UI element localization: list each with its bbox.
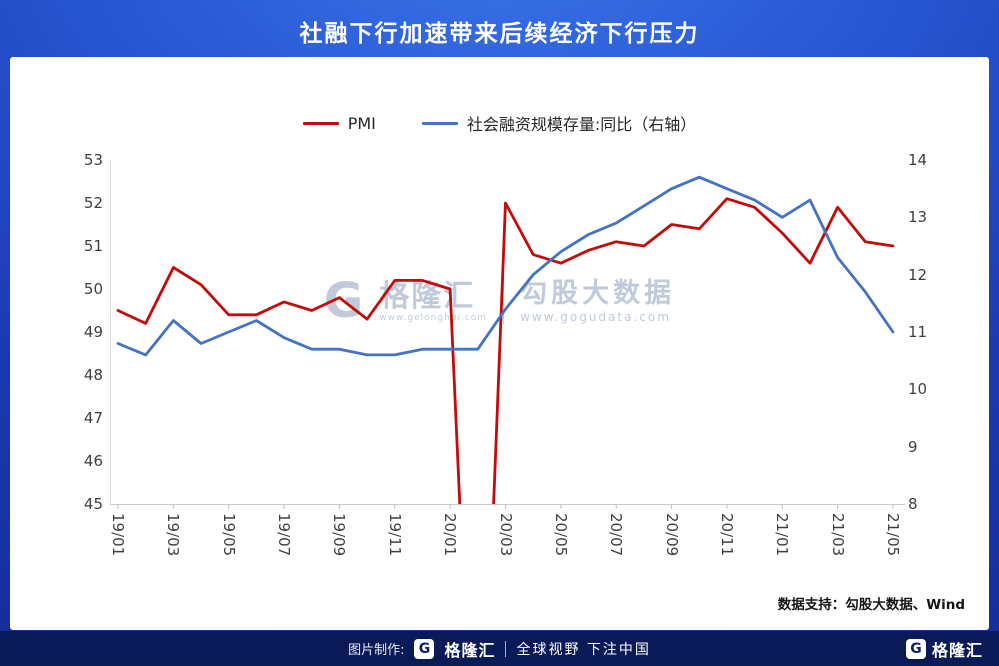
chart-card: PMI 社会融资规模存量:同比（右轴） G 格隆汇 www.gelonghui.c… — [10, 57, 989, 630]
footer-brand: 格隆汇 — [444, 640, 496, 660]
legend-line-swatch — [302, 121, 339, 125]
right-axis-tick-label: 14 — [908, 151, 928, 169]
left-axis-tick-label: 48 — [83, 366, 103, 384]
x-axis-tick-label: 20/07 — [607, 513, 626, 557]
footer-right-brand: 格隆汇 — [931, 640, 983, 660]
right-axis-tick-label: 11 — [908, 323, 928, 341]
left-axis-tick-label: 49 — [83, 323, 103, 341]
left-axis-tick-label: 46 — [83, 452, 103, 470]
legend-item: PMI — [302, 113, 376, 133]
x-axis-tick-label: 19/05 — [219, 513, 238, 557]
right-axis-tick-label: 12 — [908, 265, 928, 284]
legend-line-swatch — [421, 121, 458, 125]
left-axis-tick-label: 53 — [83, 151, 103, 169]
left-axis-tick-label: 51 — [83, 237, 103, 255]
x-axis-tick-label: 20/05 — [551, 513, 570, 557]
data-source-note: 数据支持：勾股大数据、Wind — [777, 597, 965, 613]
chart-legend: PMI 社会融资规模存量:同比（右轴） — [10, 111, 989, 135]
x-axis-tick-label: 20/03 — [496, 513, 515, 557]
left-axis-tick-label: 52 — [83, 194, 103, 212]
x-axis-tick-label: 20/11 — [717, 513, 736, 557]
x-axis-tick-label: 19/03 — [164, 513, 183, 557]
legend-label: PMI — [347, 113, 376, 133]
x-axis-tick-label: 19/11 — [385, 513, 404, 557]
x-axis-tick-label: 21/03 — [828, 513, 847, 557]
made-by-label: 图片制作: — [348, 643, 405, 658]
right-axis-tick-label: 10 — [908, 380, 928, 399]
x-axis-tick-label: 21/01 — [773, 513, 792, 557]
left-axis-tick-label: 50 — [83, 280, 103, 298]
chart-plot — [110, 160, 905, 509]
right-axis-tick-label: 13 — [908, 208, 928, 227]
gelonghui-logo-icon: G — [414, 638, 435, 659]
gelonghui-logo-icon: G — [905, 638, 926, 659]
footer-divider — [505, 640, 507, 657]
footer-credit: 图片制作: G 格隆汇 全球视野 下注中国 — [0, 631, 999, 666]
left-axis-tick-label: 45 — [83, 495, 103, 513]
footer-logo: G 格隆汇 — [905, 631, 983, 666]
right-axis-tick-label: 8 — [908, 495, 918, 513]
legend-label: 社会融资规模存量:同比（右轴） — [466, 115, 697, 134]
legend-item: 社会融资规模存量:同比（右轴） — [421, 111, 697, 135]
page-title: 社融下行加速带来后续经济下行压力 — [299, 21, 700, 47]
x-axis-tick-label: 20/09 — [662, 513, 681, 557]
right-axis-tick-label: 9 — [908, 437, 918, 456]
footer-bar: 图片制作: G 格隆汇 全球视野 下注中国 G 格隆汇 — [0, 631, 999, 666]
x-axis-tick-label: 19/09 — [330, 513, 349, 557]
x-axis-tick-label: 19/07 — [275, 513, 294, 557]
left-axis-tick-label: 47 — [83, 409, 103, 427]
x-axis-tick-label: 20/01 — [441, 513, 460, 557]
x-axis-tick-label: 21/05 — [884, 513, 902, 557]
footer-slogan: 全球视野 下注中国 — [516, 641, 651, 658]
x-axis-tick-label: 19/01 — [109, 513, 127, 557]
